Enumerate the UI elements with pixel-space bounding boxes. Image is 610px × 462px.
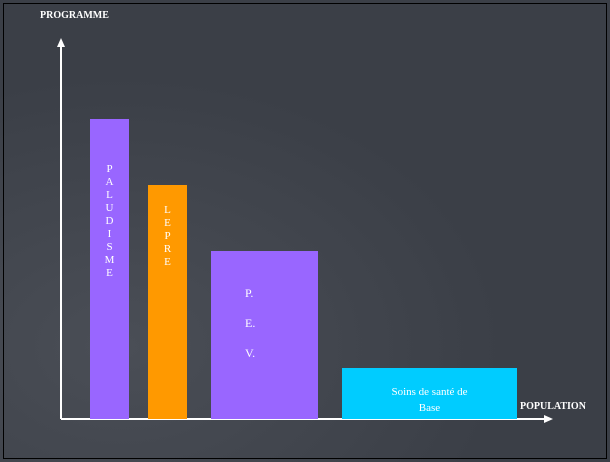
x-axis-arrow-icon [544, 415, 553, 423]
bar-lepre [148, 185, 187, 419]
slide-frame [3, 3, 607, 459]
y-axis-label: PROGRAMME [40, 10, 109, 21]
bar-p-e-v [211, 251, 318, 419]
x-axis-label: POPULATION [520, 401, 586, 412]
bar-label-p-e-v: P. E. V. [245, 286, 255, 360]
bar-paludisme [90, 119, 129, 419]
bar-soins-de-sant-de-base [342, 368, 517, 419]
bar-label-soins-de-sant-de-base: Soins de santé de Base [391, 386, 467, 414]
y-axis-arrow-icon [57, 38, 65, 47]
